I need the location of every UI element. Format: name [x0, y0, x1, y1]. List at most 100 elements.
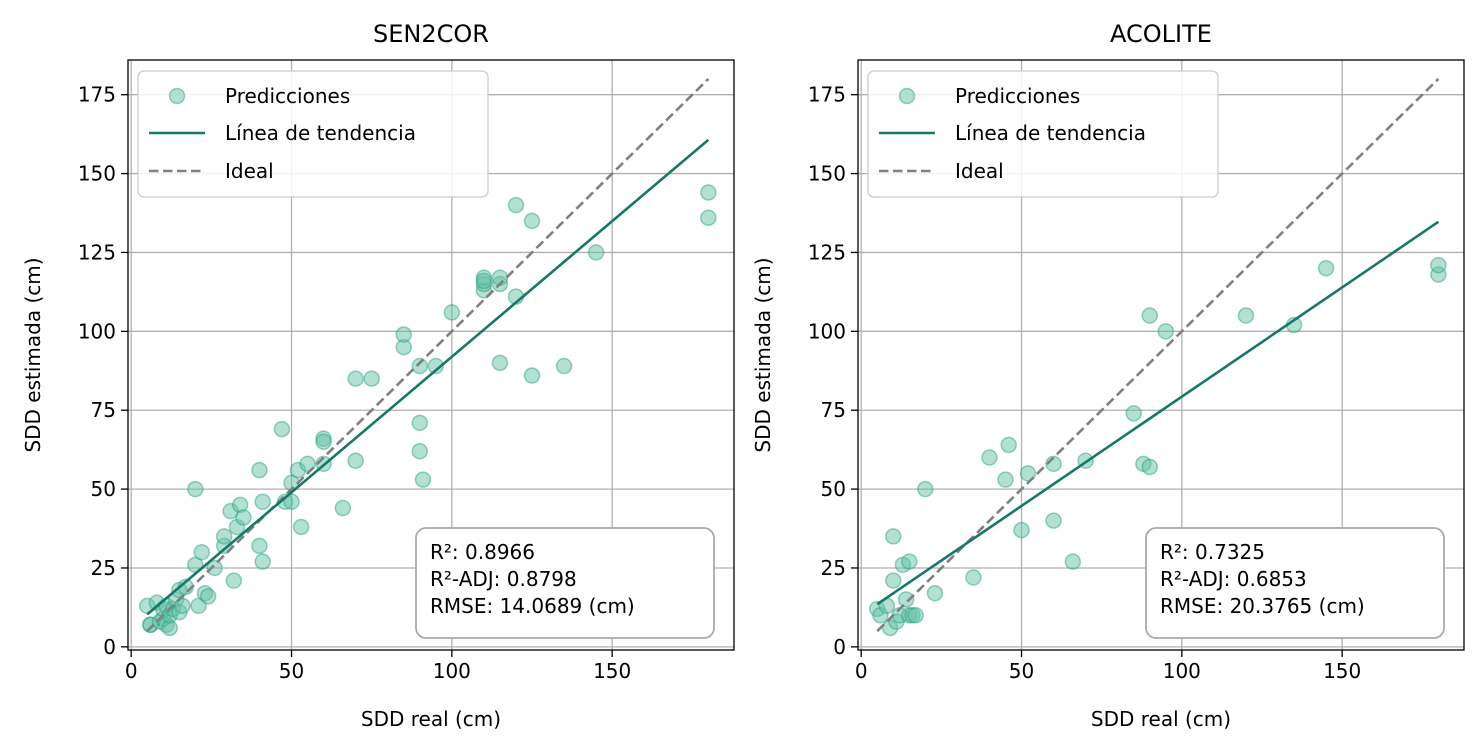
- data-point: [283, 493, 300, 510]
- y-tick-label: 75: [821, 398, 846, 422]
- ideal-line: [146, 78, 710, 632]
- data-point: [273, 420, 291, 438]
- stats-line: R²: 0.7325: [1160, 540, 1265, 564]
- data-point: [1157, 323, 1175, 340]
- data-point: [414, 471, 432, 488]
- data-point: [347, 452, 364, 469]
- data-point: [1317, 259, 1335, 277]
- data-point: [700, 209, 717, 227]
- data-point: [907, 607, 924, 624]
- stats-line: RMSE: 14.0689 (cm): [430, 594, 635, 618]
- data-point: [507, 196, 525, 214]
- legend-label: Predicciones: [225, 84, 350, 108]
- data-point: [917, 480, 934, 498]
- data-point: [174, 597, 191, 615]
- stats-line: RMSE: 20.3765 (cm): [1160, 594, 1365, 618]
- data-point: [363, 370, 380, 387]
- data-point: [334, 499, 352, 517]
- x-tick-label: 100: [433, 659, 471, 683]
- trend-line: [146, 138, 710, 616]
- y-tick-label: 0: [103, 635, 116, 659]
- y-tick-label: 50: [821, 477, 846, 501]
- legend-label: Predicciones: [955, 84, 1080, 108]
- data-point: [251, 537, 268, 555]
- data-point: [885, 528, 902, 545]
- data-point: [965, 569, 982, 586]
- trend-line: [876, 220, 1440, 606]
- x-tick-label: 50: [279, 659, 304, 683]
- data-point: [254, 553, 271, 570]
- stats-line: R²-ADJ: 0.8798: [430, 567, 577, 591]
- data-point: [193, 543, 210, 561]
- x-tick-label: 0: [125, 659, 138, 683]
- data-point: [299, 455, 316, 473]
- stats-box-frame: [415, 527, 715, 639]
- panel-acolite: 0 50 100 150 0 25 50 75 100 125 150 175 ACOLITE SDD r…: [751, 20, 1465, 731]
- data-point: [901, 553, 918, 570]
- y-axis-label: SDD estimada (cm): [21, 257, 45, 452]
- legend-marker-points: [168, 87, 186, 105]
- data-point: [926, 584, 944, 602]
- y-tick-label: 125: [808, 240, 846, 264]
- data-point: [190, 597, 207, 615]
- data-point: [1000, 436, 1017, 454]
- y-tick-label: 75: [91, 398, 116, 422]
- y-tick-label: 175: [78, 83, 116, 107]
- data-point: [411, 414, 429, 432]
- data-point: [1013, 521, 1030, 539]
- legend: Predicciones Línea de tendencia Ideal: [867, 70, 1219, 198]
- panel-sen2cor: 0 50 100 150 0 25 50 75 100 125 150 175 SEN2COR SDD r…: [21, 20, 735, 731]
- legend-label: Línea de tendencia: [955, 121, 1146, 145]
- data-point: [292, 518, 310, 536]
- y-tick-label: 150: [808, 162, 846, 186]
- x-tick-label: 150: [1323, 659, 1361, 683]
- stats-line: R²-ADJ: 0.6853: [1160, 567, 1307, 591]
- x-axis-label: SDD real (cm): [1091, 707, 1231, 731]
- data-point: [1125, 405, 1142, 422]
- data-point: [981, 449, 998, 466]
- stats-box-frame: [1145, 527, 1445, 639]
- data-point: [411, 442, 429, 460]
- x-tick-label: 50: [1009, 659, 1034, 683]
- y-tick-label: 100: [808, 319, 846, 343]
- data-point: [523, 367, 541, 384]
- data-point: [215, 528, 233, 545]
- chart-title: SEN2COR: [373, 20, 489, 48]
- legend-label: Ideal: [955, 159, 1004, 183]
- data-point: [587, 244, 605, 261]
- y-tick-label: 100: [78, 319, 116, 343]
- y-tick-label: 175: [808, 83, 846, 107]
- data-point: [411, 357, 429, 375]
- x-tick-label: 0: [855, 659, 868, 683]
- data-point: [225, 572, 243, 589]
- axes-frame: [127, 59, 735, 651]
- stats-box: R²: 0.8966 R²-ADJ: 0.8798 RMSE: 14.0689 (c…: [415, 527, 715, 639]
- data-point: [443, 304, 461, 321]
- stats-box: R²: 0.7325 R²-ADJ: 0.6853 RMSE: 20.3765 (c…: [1145, 527, 1445, 639]
- stats-line: R²: 0.8966: [430, 540, 535, 564]
- data-point: [897, 591, 915, 608]
- scatter-points: [138, 184, 717, 637]
- data-point: [1064, 553, 1082, 570]
- chart-title: ACOLITE: [1110, 20, 1212, 48]
- data-point: [187, 480, 204, 498]
- data-point: [700, 184, 717, 201]
- data-point: [206, 559, 223, 577]
- data-point: [885, 572, 902, 589]
- data-point: [1141, 458, 1159, 476]
- data-point: [475, 272, 493, 290]
- data-point: [555, 357, 573, 375]
- legend-marker-points: [898, 87, 916, 105]
- data-point: [523, 212, 541, 230]
- y-tick-label: 0: [833, 635, 846, 659]
- data-point: [1237, 307, 1255, 324]
- data-point: [1141, 307, 1159, 324]
- data-point: [1019, 465, 1037, 482]
- data-point: [315, 433, 332, 451]
- y-tick-label: 125: [78, 240, 116, 264]
- y-tick-label: 50: [91, 477, 116, 501]
- x-tick-label: 100: [1163, 659, 1201, 683]
- data-point: [427, 357, 445, 375]
- y-axis-label: SDD estimada (cm): [751, 257, 775, 452]
- data-point: [1430, 256, 1447, 274]
